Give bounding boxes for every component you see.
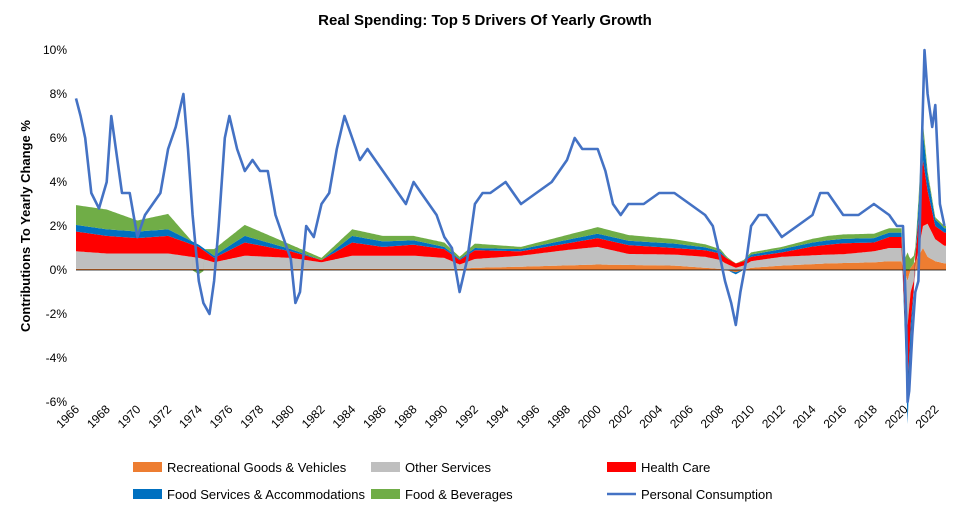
- legend-label: Food & Beverages: [405, 487, 513, 502]
- area-food-services-accommodations: [76, 131, 946, 424]
- legend-item: Other Services: [371, 460, 491, 475]
- x-tick-label: 1984: [330, 402, 359, 431]
- y-tick-label: 6%: [50, 131, 68, 145]
- x-tick-label: 1972: [145, 402, 174, 431]
- y-axis-ticks: 10% 8% 6% 4% 2% 0% -2% -4% -6%: [43, 43, 67, 409]
- plot-area: [74, 48, 946, 424]
- x-tick-label: 2002: [606, 402, 635, 431]
- x-tick-label: 1990: [422, 402, 451, 431]
- line-personal-consumption: [74, 48, 946, 404]
- legend-label: Health Care: [641, 460, 710, 475]
- area-health-care: [76, 160, 946, 391]
- x-tick-label: 1982: [299, 402, 328, 431]
- x-tick-label: 2012: [759, 402, 788, 431]
- x-tick-label: 1980: [268, 402, 297, 431]
- y-tick-label: 2%: [50, 219, 68, 233]
- x-tick-label: 1968: [84, 402, 113, 431]
- x-tick-label: 1970: [115, 402, 144, 431]
- legend-swatch: [371, 462, 400, 472]
- x-tick-label: 1978: [237, 402, 266, 431]
- x-tick-label: 1986: [360, 402, 389, 431]
- legend-label: Recreational Goods & Vehicles: [167, 460, 347, 475]
- x-tick-label: 1994: [483, 402, 512, 431]
- legend-item: Food & Beverages: [371, 487, 513, 502]
- legend-label: Food Services & Accommodations: [167, 487, 365, 502]
- x-tick-label: 2010: [728, 402, 757, 431]
- legend-swatch: [133, 489, 162, 499]
- legend-swatch: [371, 489, 400, 499]
- legend-swatch: [607, 462, 636, 472]
- x-tick-label: 2020: [882, 402, 911, 431]
- x-tick-label: 1988: [391, 402, 420, 431]
- x-tick-label: 2018: [851, 402, 880, 431]
- x-tick-label: 1974: [176, 402, 205, 431]
- x-tick-label: 1998: [544, 402, 573, 431]
- x-tick-label: 2000: [575, 402, 604, 431]
- y-tick-label: 10%: [43, 43, 67, 57]
- legend-item: Food Services & Accommodations: [133, 487, 365, 502]
- x-tick-label: 2022: [913, 402, 942, 431]
- y-tick-label: -4%: [46, 351, 68, 365]
- x-tick-label: 2004: [636, 402, 665, 431]
- legend-label: Personal Consumption: [641, 487, 773, 502]
- x-axis-ticks: 1966 1968 1970 1972 1974 1976 1978 1980 1982 1984…: [53, 402, 941, 431]
- x-tick-label: 1976: [207, 402, 236, 431]
- legend-item: Personal Consumption: [607, 487, 773, 502]
- y-tick-label: 8%: [50, 87, 68, 101]
- chart-title: Real Spending: Top 5 Drivers Of Yearly G…: [318, 12, 652, 29]
- x-tick-label: 2008: [698, 402, 727, 431]
- x-tick-label: 2006: [667, 402, 696, 431]
- x-tick-label: 2014: [790, 402, 819, 431]
- x-tick-label: 2016: [821, 402, 850, 431]
- y-tick-label: -2%: [46, 307, 68, 321]
- x-tick-label: 1996: [514, 402, 543, 431]
- legend-item: Recreational Goods & Vehicles: [133, 460, 347, 475]
- y-tick-label: 0%: [50, 263, 68, 277]
- y-tick-label: -6%: [46, 395, 68, 409]
- legend-item: Health Care: [607, 460, 710, 475]
- y-axis-label: Contributions To Yearly Change %: [18, 120, 33, 332]
- legend: Recreational Goods & Vehicles Other Servi…: [133, 460, 773, 502]
- x-tick-label: 1992: [452, 402, 481, 431]
- legend-label: Other Services: [405, 460, 491, 475]
- legend-swatch: [133, 462, 162, 472]
- y-tick-label: 4%: [50, 175, 68, 189]
